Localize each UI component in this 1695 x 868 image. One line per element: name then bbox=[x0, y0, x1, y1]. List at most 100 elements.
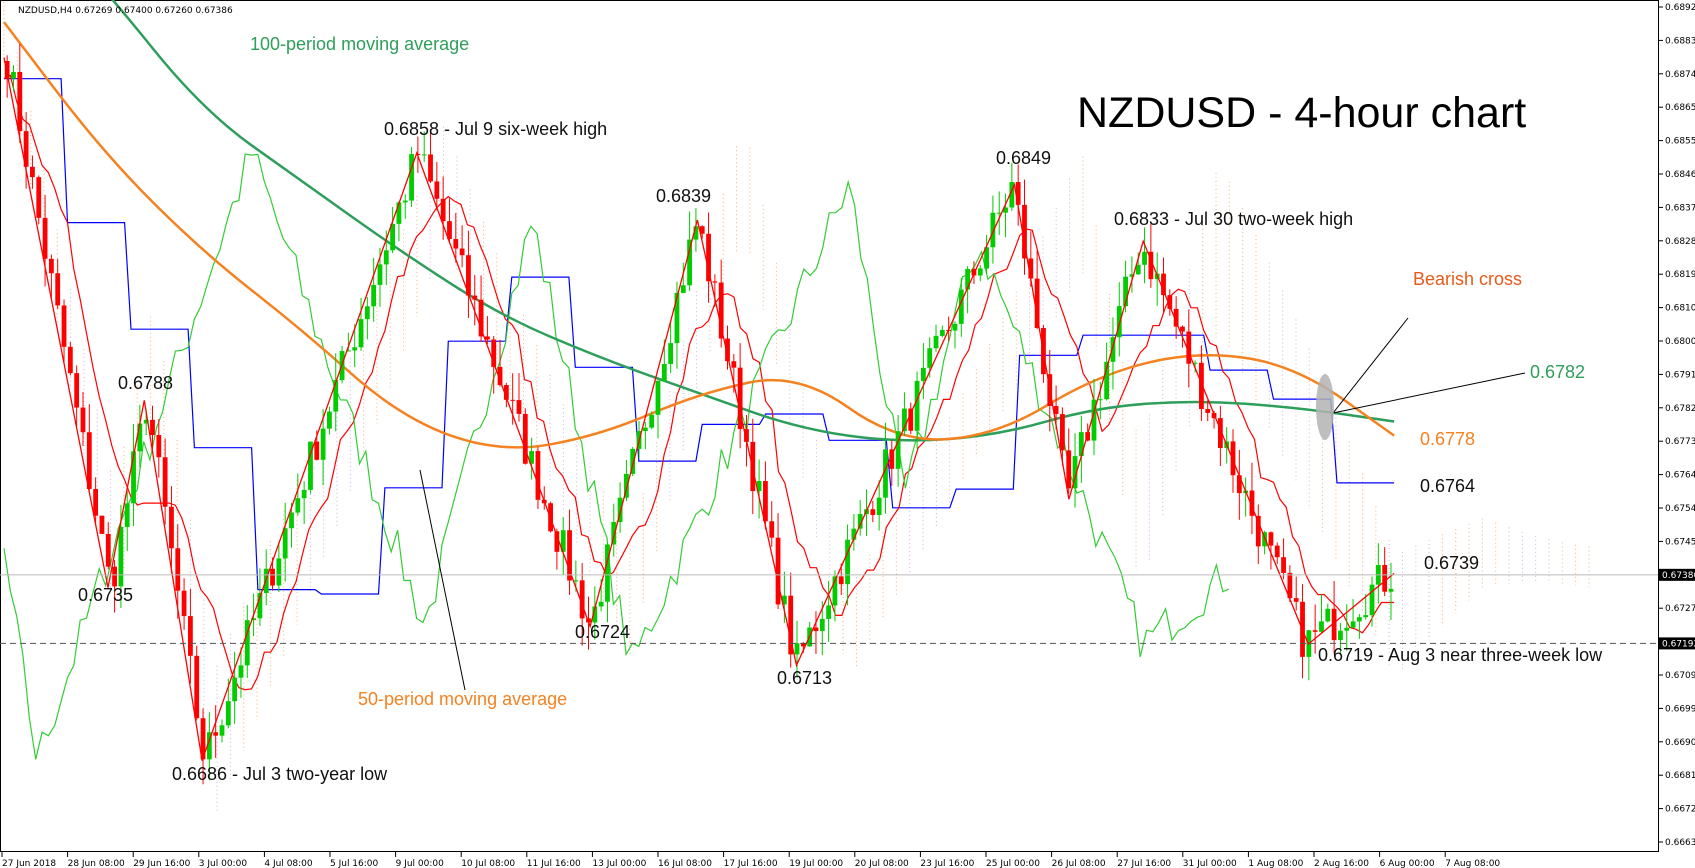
candle-body bbox=[1142, 251, 1147, 265]
candle-body bbox=[876, 497, 882, 515]
candle-body bbox=[838, 576, 844, 585]
ma100-value-pointer bbox=[1332, 372, 1526, 414]
candle-body bbox=[952, 323, 958, 331]
candle-body bbox=[573, 580, 579, 582]
candle-body bbox=[206, 732, 212, 760]
candle-body bbox=[1199, 362, 1204, 410]
candle-body bbox=[74, 373, 80, 408]
candle-body bbox=[630, 448, 636, 474]
candle-body bbox=[756, 481, 762, 492]
candle-body bbox=[36, 177, 42, 218]
candle-body bbox=[301, 489, 307, 499]
candle-body bbox=[1097, 399, 1103, 401]
candle-body bbox=[1205, 409, 1211, 413]
candle-body bbox=[17, 71, 23, 132]
candle-body bbox=[781, 595, 787, 605]
candle-body bbox=[1356, 617, 1362, 622]
candle-body bbox=[99, 515, 105, 534]
candle-body bbox=[1091, 399, 1097, 441]
candle-body bbox=[1293, 598, 1299, 602]
candle-body bbox=[219, 725, 225, 736]
y-tick-label: 0.68925 bbox=[1665, 3, 1695, 13]
candle-body bbox=[914, 380, 920, 431]
candle-body bbox=[1110, 337, 1116, 362]
label-low-aug3: 0.6719 - Aug 3 near three-week low bbox=[1318, 645, 1603, 665]
candle-body bbox=[131, 451, 136, 504]
bearish-cross-marker bbox=[1316, 374, 1334, 440]
candle-body bbox=[466, 255, 471, 296]
x-tick-label: 28 Jun 08:00 bbox=[68, 859, 125, 868]
candle-body bbox=[510, 399, 516, 401]
candle-body bbox=[1255, 515, 1261, 547]
x-tick-label: 6 Aug 00:00 bbox=[1380, 859, 1435, 868]
candle-body bbox=[67, 346, 73, 374]
candle-body bbox=[364, 306, 370, 320]
candle-body bbox=[1287, 572, 1293, 599]
candle-body bbox=[1382, 564, 1388, 592]
candle-body bbox=[1028, 258, 1034, 279]
x-tick-label: 31 Jul 00:00 bbox=[1183, 859, 1237, 868]
candle-body bbox=[933, 335, 939, 349]
candle-body bbox=[86, 432, 92, 489]
kijun-line bbox=[4, 78, 1395, 595]
candle-body bbox=[902, 408, 907, 432]
label-low-jul3: 0.6686 - Jul 3 two-year low bbox=[172, 764, 388, 784]
candle-body bbox=[1319, 621, 1324, 632]
candle-body bbox=[93, 488, 99, 516]
candle-body bbox=[4, 61, 10, 79]
support-price-box bbox=[1659, 637, 1695, 650]
x-tick-label: 19 Jul 00:00 bbox=[789, 859, 843, 868]
candle-body bbox=[529, 451, 535, 464]
candle-body bbox=[213, 732, 219, 736]
x-tick-label: 27 Jul 16:00 bbox=[1117, 859, 1171, 868]
candle-body bbox=[965, 268, 971, 290]
candle-body bbox=[1161, 273, 1166, 296]
candle-body bbox=[162, 457, 168, 507]
candle-body bbox=[1236, 475, 1242, 494]
candle-body bbox=[42, 217, 48, 259]
candle-body bbox=[712, 281, 718, 283]
candle-body bbox=[744, 429, 749, 442]
candle-body bbox=[1312, 630, 1318, 632]
candle-body bbox=[491, 339, 497, 367]
x-tick-label: 20 Jul 08:00 bbox=[855, 859, 909, 868]
x-tick-label: 25 Jul 00:00 bbox=[986, 859, 1040, 868]
x-tick-label: 5 Jul 16:00 bbox=[330, 859, 379, 868]
candle-body bbox=[390, 223, 396, 251]
label-6735: 0.6735 bbox=[78, 585, 133, 605]
label-high-jul30: 0.6833 - Jul 30 two-week high bbox=[1114, 209, 1353, 229]
candle-body bbox=[725, 338, 730, 362]
candle-body bbox=[624, 473, 629, 498]
candle-body bbox=[1060, 414, 1065, 451]
candle-body bbox=[1217, 418, 1223, 448]
ma50-label: 50-period moving average bbox=[358, 689, 567, 709]
candle-body bbox=[1262, 532, 1268, 547]
candle-body bbox=[472, 295, 478, 300]
candle-body bbox=[55, 273, 61, 306]
candle-body bbox=[409, 154, 414, 201]
candle-body bbox=[927, 348, 933, 368]
ma100-line bbox=[111, 0, 1395, 442]
x-tick-label: 2 Aug 16:00 bbox=[1314, 859, 1369, 868]
candle-body bbox=[870, 509, 876, 515]
candle-body bbox=[1053, 406, 1059, 415]
candle-body bbox=[687, 239, 692, 286]
support-price-box-label: 0.67192 bbox=[1662, 639, 1695, 649]
candle-body bbox=[276, 558, 282, 586]
y-tick-label: 0.66995 bbox=[1665, 704, 1695, 714]
candle-body bbox=[270, 568, 275, 586]
candle-body bbox=[503, 385, 509, 400]
candle-body bbox=[788, 595, 794, 655]
candle-body bbox=[484, 336, 490, 340]
y-tick-label: 0.68005 bbox=[1665, 337, 1695, 347]
label-bearish-cross: Bearish cross bbox=[1413, 269, 1522, 289]
candle-body bbox=[971, 268, 977, 276]
candle-body bbox=[1066, 450, 1072, 489]
candle-body bbox=[958, 289, 964, 324]
x-tick-label: 23 Jul 16:00 bbox=[920, 859, 974, 868]
